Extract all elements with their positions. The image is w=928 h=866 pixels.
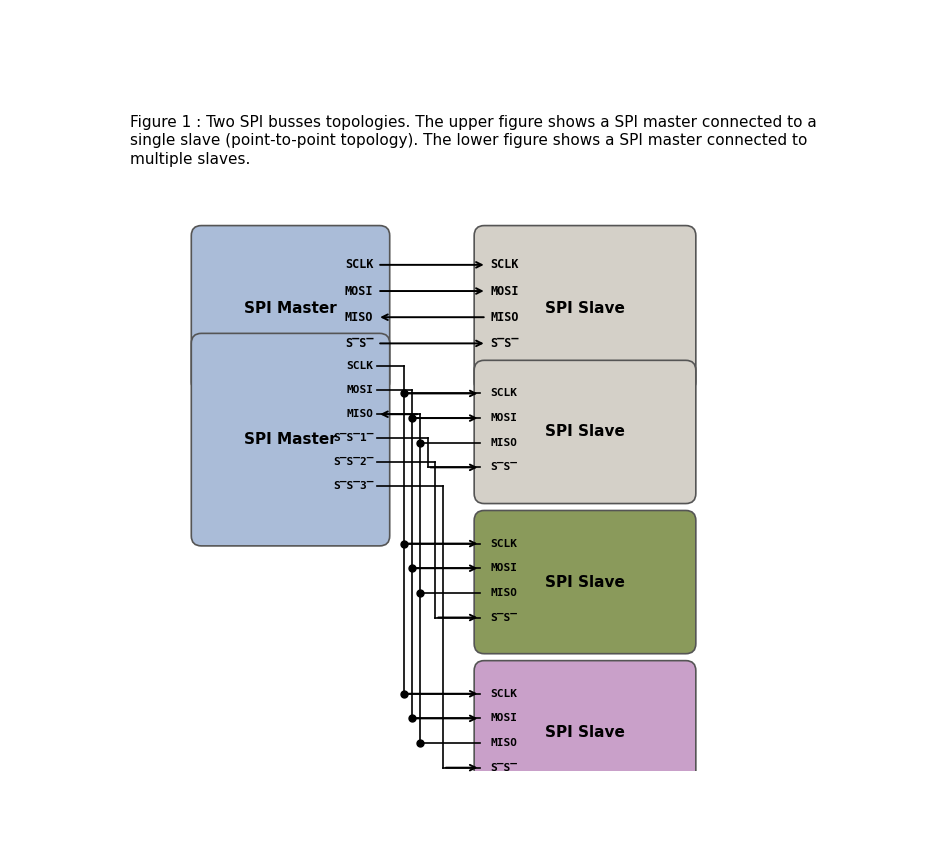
Text: MISO: MISO [490,588,517,598]
Text: S̅S̅: S̅S̅ [344,337,373,350]
Text: SCLK: SCLK [490,389,517,398]
Text: S̅S̅: S̅S̅ [490,337,519,350]
Text: multiple slaves.: multiple slaves. [130,152,251,166]
Text: SPI Master: SPI Master [244,301,337,316]
Text: MOSI: MOSI [344,285,373,298]
Text: MOSI: MOSI [346,385,373,396]
Text: SPI Master: SPI Master [244,432,337,447]
Text: MISO: MISO [490,437,517,448]
Text: S̅S̅: S̅S̅ [490,462,517,472]
FancyBboxPatch shape [473,360,695,503]
Text: S̅S̅1̅: S̅S̅1̅ [332,433,373,443]
Text: SPI Slave: SPI Slave [545,301,625,316]
Text: SCLK: SCLK [346,361,373,372]
FancyBboxPatch shape [191,225,389,392]
Text: MOSI: MOSI [490,413,517,423]
Text: MISO: MISO [490,738,517,748]
FancyBboxPatch shape [191,333,389,546]
Text: MOSI: MOSI [490,563,517,573]
Text: MOSI: MOSI [490,285,519,298]
Text: MISO: MISO [346,410,373,419]
Text: SPI Slave: SPI Slave [545,725,625,740]
Text: S̅S̅2̅: S̅S̅2̅ [332,457,373,467]
Text: SCLK: SCLK [344,258,373,271]
FancyBboxPatch shape [473,510,695,654]
Text: SCLK: SCLK [490,688,517,699]
FancyBboxPatch shape [473,225,695,392]
FancyBboxPatch shape [473,661,695,804]
Text: SPI Slave: SPI Slave [545,574,625,590]
Text: SPI Slave: SPI Slave [545,424,625,439]
Text: MISO: MISO [490,311,519,324]
Text: S̅S̅3̅: S̅S̅3̅ [332,481,373,491]
Text: S̅S̅: S̅S̅ [490,612,517,623]
Text: SCLK: SCLK [490,539,517,548]
Text: SCLK: SCLK [490,258,519,271]
Text: S̅S̅: S̅S̅ [490,763,517,772]
Text: Figure 1 : Two SPI busses topologies. The upper figure shows a SPI master connec: Figure 1 : Two SPI busses topologies. Th… [130,114,816,130]
Text: single slave (point-to-point topology). The lower figure shows a SPI master conn: single slave (point-to-point topology). … [130,133,806,148]
Text: MOSI: MOSI [490,714,517,723]
Text: MISO: MISO [344,311,373,324]
